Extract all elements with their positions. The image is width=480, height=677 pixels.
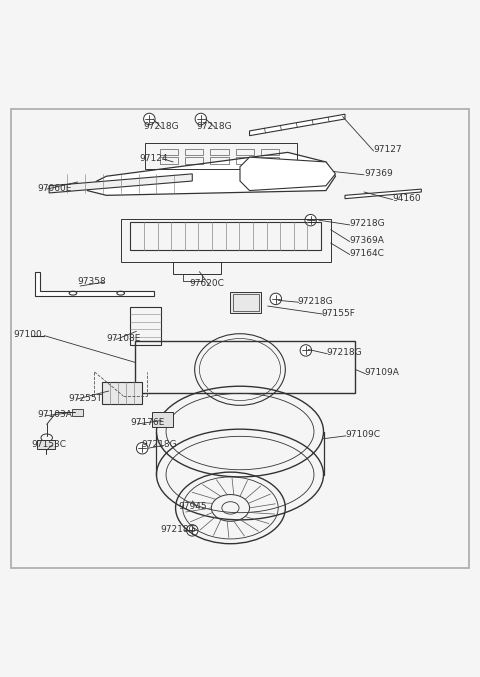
Text: 97218G: 97218G xyxy=(160,525,196,534)
Text: 97369A: 97369A xyxy=(350,236,384,245)
Text: 97218G: 97218G xyxy=(350,219,385,228)
Circle shape xyxy=(270,293,281,305)
Text: 97620C: 97620C xyxy=(189,279,224,288)
Text: 97218G: 97218G xyxy=(326,349,361,357)
Polygon shape xyxy=(87,152,336,196)
Text: 97218G: 97218G xyxy=(144,122,179,131)
Bar xyxy=(261,149,279,156)
Bar xyxy=(173,262,221,274)
Circle shape xyxy=(144,113,155,125)
Text: 97124: 97124 xyxy=(140,154,168,162)
Text: 97100: 97100 xyxy=(13,330,42,339)
Text: 97108E: 97108E xyxy=(107,334,141,343)
Bar xyxy=(210,158,228,164)
Bar xyxy=(135,341,355,393)
Bar xyxy=(159,149,178,156)
Circle shape xyxy=(187,525,198,536)
Bar xyxy=(37,439,55,450)
Text: 97369: 97369 xyxy=(364,169,393,178)
Text: 97127: 97127 xyxy=(373,146,402,154)
Text: 97109C: 97109C xyxy=(345,431,380,439)
Bar xyxy=(236,149,254,156)
Text: 97218G: 97218G xyxy=(297,297,333,306)
Bar xyxy=(144,143,297,169)
Bar xyxy=(152,412,173,427)
Text: 97176E: 97176E xyxy=(130,418,165,427)
Bar xyxy=(130,221,321,250)
Circle shape xyxy=(195,113,206,125)
Text: 97358: 97358 xyxy=(78,277,107,286)
Bar xyxy=(210,149,228,156)
Bar xyxy=(72,409,83,416)
Text: 94160: 94160 xyxy=(393,194,421,203)
Text: 97164C: 97164C xyxy=(350,249,384,258)
Bar xyxy=(102,383,142,404)
Circle shape xyxy=(136,443,148,454)
Text: 97255T: 97255T xyxy=(68,393,102,403)
Bar xyxy=(261,158,279,164)
Bar xyxy=(130,307,161,345)
Polygon shape xyxy=(250,114,345,135)
Circle shape xyxy=(300,345,312,356)
Polygon shape xyxy=(49,174,192,193)
Bar xyxy=(183,274,202,281)
Text: 97103A: 97103A xyxy=(37,410,72,419)
Text: 97218G: 97218G xyxy=(141,440,177,449)
Text: 97109A: 97109A xyxy=(364,368,399,377)
Circle shape xyxy=(305,215,316,226)
Text: 97945: 97945 xyxy=(178,502,206,511)
Text: 97153C: 97153C xyxy=(32,440,67,449)
Polygon shape xyxy=(345,189,421,198)
Bar xyxy=(159,158,178,164)
Bar xyxy=(236,158,254,164)
Text: 97060E: 97060E xyxy=(37,183,72,193)
Bar xyxy=(233,294,259,311)
Bar xyxy=(120,219,331,262)
Bar xyxy=(230,292,262,313)
Bar xyxy=(185,158,203,164)
Bar xyxy=(185,149,203,156)
Text: 97218G: 97218G xyxy=(196,122,231,131)
Text: 97155F: 97155F xyxy=(321,309,355,318)
Polygon shape xyxy=(35,271,154,296)
Polygon shape xyxy=(240,157,336,190)
